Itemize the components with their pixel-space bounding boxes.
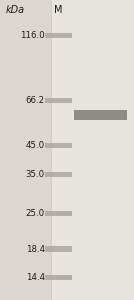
Text: 14.4: 14.4	[26, 273, 45, 282]
Text: M: M	[54, 5, 63, 15]
Text: kDa: kDa	[5, 5, 25, 15]
Text: 66.2: 66.2	[26, 96, 45, 105]
Bar	[51, 0, 134, 300]
Bar	[45, 275, 72, 280]
Text: 35.0: 35.0	[26, 170, 45, 179]
Bar	[45, 98, 72, 104]
Text: 116.0: 116.0	[20, 31, 45, 40]
Bar	[45, 33, 72, 38]
Bar	[0, 0, 51, 300]
Bar	[74, 110, 127, 120]
Bar	[45, 211, 72, 216]
Bar	[45, 143, 72, 148]
Text: 45.0: 45.0	[26, 141, 45, 150]
Text: 18.4: 18.4	[26, 245, 45, 254]
Bar	[45, 172, 72, 177]
Bar	[45, 247, 72, 252]
Text: 25.0: 25.0	[26, 209, 45, 218]
